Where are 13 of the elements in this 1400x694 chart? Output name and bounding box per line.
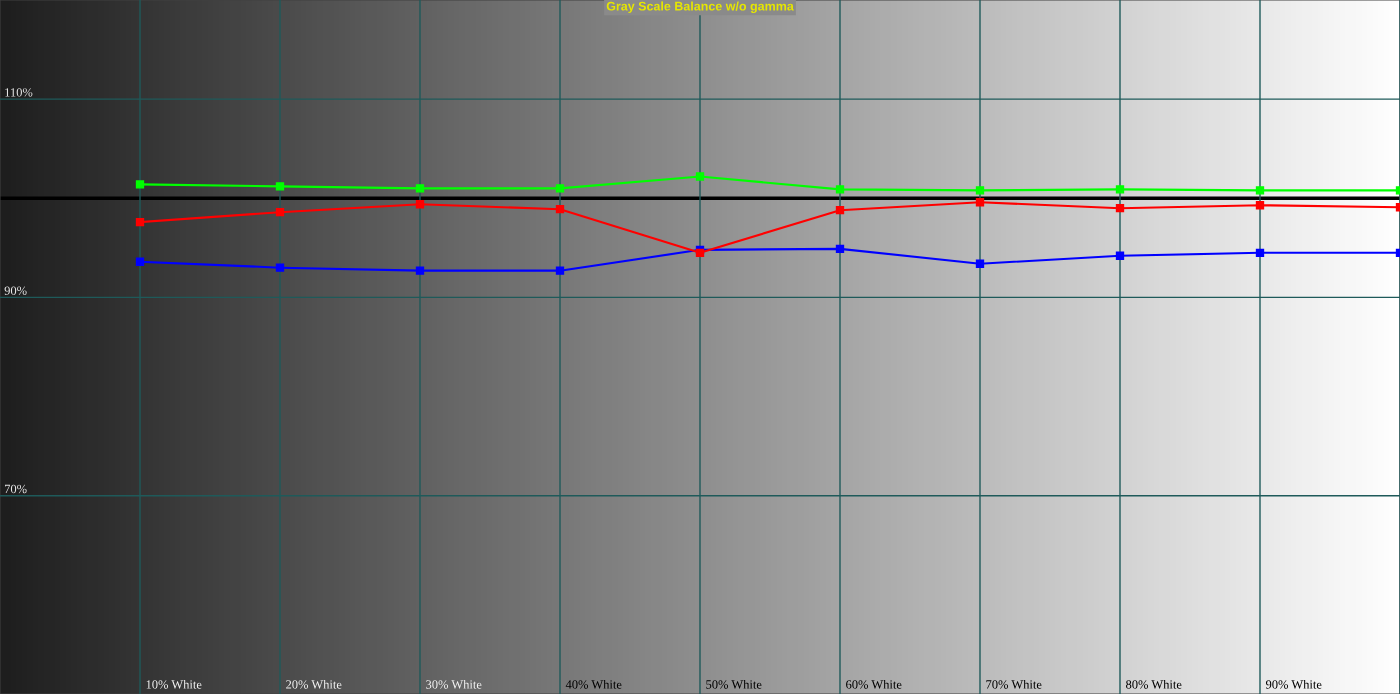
- x-tick-label: 50% White: [706, 679, 762, 689]
- chart-title: Gray Scale Balance w/o gamma: [606, 1, 794, 14]
- x-tick-label: 40% White: [565, 679, 622, 689]
- y-tick-label: 90%: [4, 286, 27, 295]
- y-tick-label: 70%: [4, 484, 27, 494]
- y-tick-label: 110%: [5, 88, 33, 97]
- x-tick-label: 10% White: [146, 679, 202, 689]
- x-tick-label: 90% White: [1265, 679, 1322, 689]
- x-tick-label: 80% White: [1126, 679, 1182, 689]
- x-tick-label: 60% White: [846, 679, 902, 689]
- x-tick-label: 30% White: [426, 679, 482, 689]
- x-tick-label: 20% White: [286, 679, 342, 689]
- x-tick-label: 70% White: [986, 679, 1042, 689]
